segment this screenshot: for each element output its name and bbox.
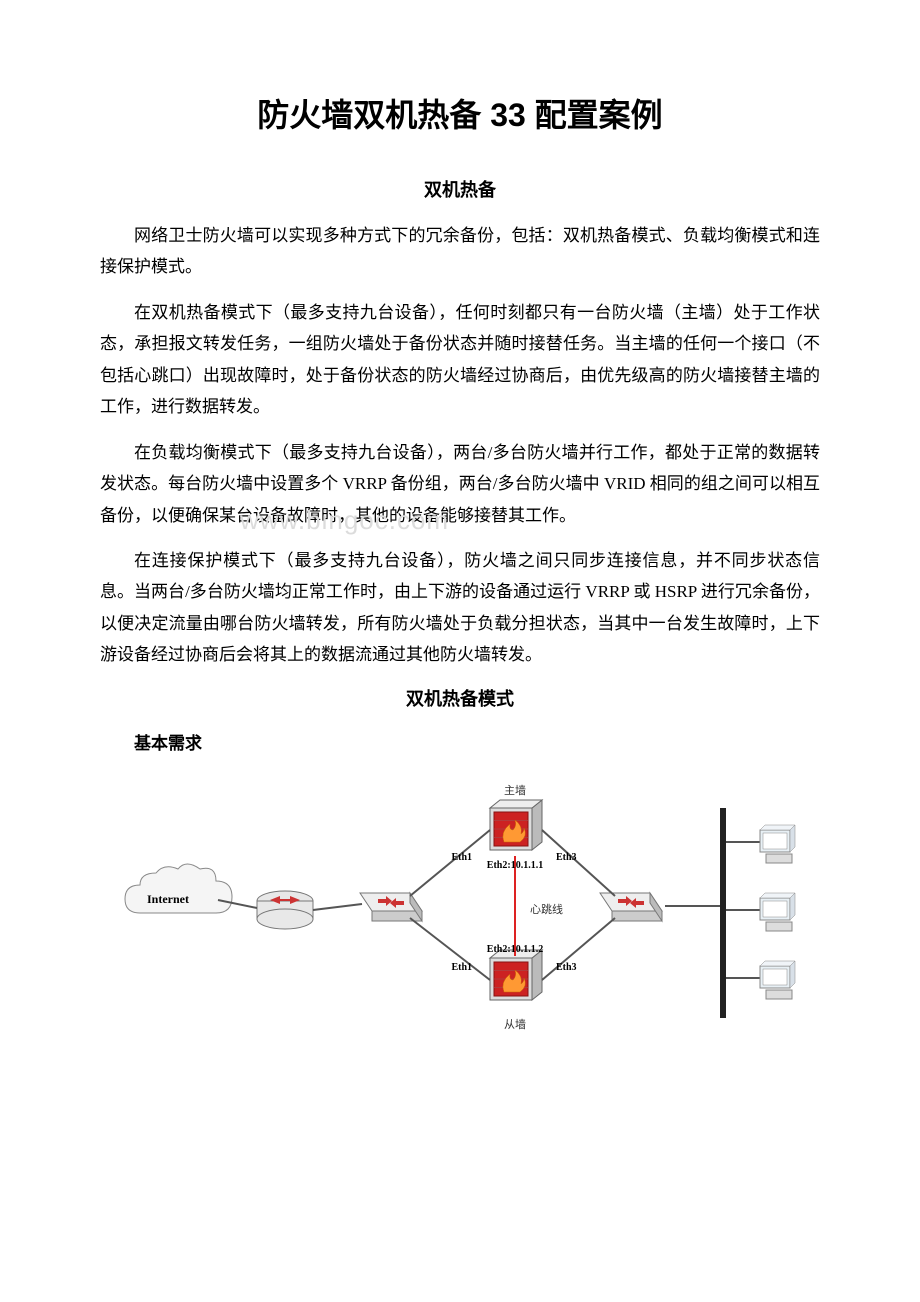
svg-text:心跳线: 心跳线 bbox=[530, 902, 563, 916]
paragraph-2: 在双机热备模式下（最多支持九台设备），任何时刻都只有一台防火墙（主墙）处于工作状… bbox=[100, 297, 820, 423]
svg-text:Internet: Internet bbox=[147, 892, 189, 906]
svg-text:Eth1: Eth1 bbox=[451, 962, 472, 973]
subtitle-1: 双机热备 bbox=[100, 176, 820, 202]
switch-right-icon bbox=[600, 893, 662, 921]
router-icon bbox=[257, 891, 313, 929]
lan-bar bbox=[720, 808, 726, 1018]
svg-text:Eth2:10.1.1.1: Eth2:10.1.1.1 bbox=[487, 860, 543, 871]
subtitle-2: 双机热备模式 bbox=[100, 685, 820, 711]
paragraph-3: 在负载均衡模式下（最多支持九台设备），两台/多台防火墙并行工作，都处于正常的数据… bbox=[100, 437, 820, 531]
svg-text:从墙: 从墙 bbox=[504, 1017, 526, 1031]
svg-text:Eth3: Eth3 bbox=[556, 962, 577, 973]
svg-text:主墙: 主墙 bbox=[504, 783, 526, 797]
pc-icon-1 bbox=[760, 825, 795, 863]
firewall-bottom-icon bbox=[490, 950, 542, 1000]
pc-icon-3 bbox=[760, 961, 795, 999]
section-heading-basic-need: 基本需求 bbox=[100, 729, 820, 754]
document-title: 防火墙双机热备 33 配置案例 bbox=[100, 90, 820, 136]
paragraph-1: 网络卫士防火墙可以实现多种方式下的冗余备份，包括：双机热备模式、负载均衡模式和连… bbox=[100, 220, 820, 283]
switch-left-icon bbox=[360, 893, 422, 921]
pc-icon-2 bbox=[760, 893, 795, 931]
svg-text:Eth2:10.1.1.2: Eth2:10.1.1.2 bbox=[487, 944, 543, 955]
svg-text:Eth1: Eth1 bbox=[451, 852, 472, 863]
paragraph-4: 在连接保护模式下（最多支持九台设备），防火墙之间只同步连接信息，并不同步状态信息… bbox=[100, 545, 820, 671]
firewall-top-icon bbox=[490, 800, 542, 850]
svg-text:Eth3: Eth3 bbox=[556, 852, 577, 863]
network-diagram: Internet 主墙从墙 心跳线 Eth2:10.1.1.1 Eth2:10.1.1.… bbox=[100, 768, 820, 1048]
